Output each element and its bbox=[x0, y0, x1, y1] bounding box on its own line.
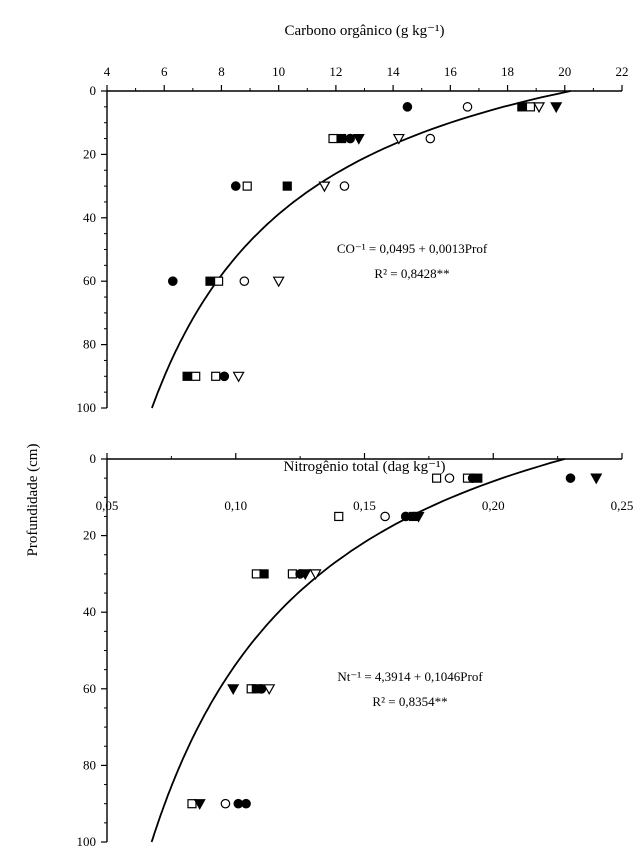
y-tick-label: 0 bbox=[90, 83, 97, 98]
x-tick-label: 14 bbox=[387, 64, 401, 79]
fit-curve bbox=[151, 90, 571, 409]
data-point-circle bbox=[256, 683, 267, 694]
fit-curve bbox=[150, 458, 565, 843]
y-tick-label: 60 bbox=[83, 273, 96, 288]
data-point-circle bbox=[241, 798, 251, 809]
data-point-square bbox=[328, 133, 338, 144]
data-point-square bbox=[517, 102, 527, 112]
data-point-triangle bbox=[299, 569, 312, 581]
data-point-square bbox=[287, 569, 297, 579]
y-tick-label: 40 bbox=[83, 604, 96, 619]
data-point-square bbox=[182, 371, 192, 381]
x-tick-label: 18 bbox=[501, 64, 514, 79]
x-axis-label: Carbono orgânico (g kg⁻¹) bbox=[284, 23, 444, 39]
panel-carbono: Carbono orgânico (g kg⁻¹) 4 6 8 10 12 14 16 18 20… bbox=[77, 23, 629, 415]
data-point-circle bbox=[220, 798, 231, 809]
data-point-square bbox=[205, 276, 215, 286]
data-point-square bbox=[191, 371, 201, 381]
y-tick-label: 100 bbox=[77, 400, 97, 415]
y-tick-label: 80 bbox=[83, 757, 96, 772]
r-squared: R² = 0,8428** bbox=[374, 266, 449, 281]
data-point-circle bbox=[380, 511, 390, 522]
data-point-circle bbox=[345, 133, 355, 144]
data-point-circle bbox=[219, 371, 230, 382]
y-tick-label: 0 bbox=[90, 451, 97, 466]
y-tick-label: 100 bbox=[77, 834, 97, 849]
data-point-triangle bbox=[533, 102, 546, 114]
data-point-circle bbox=[462, 102, 473, 112]
r-squared: R² = 0,8354** bbox=[372, 694, 447, 709]
data-point-square bbox=[211, 371, 221, 381]
regression-equation: CO⁻¹ = 0,0495 + 0,0013Prof bbox=[337, 241, 488, 256]
data-point-square bbox=[525, 102, 536, 112]
x-tick-label: 22 bbox=[616, 64, 629, 79]
x-tick-label: 0,25 bbox=[611, 498, 634, 513]
data-point-triangle bbox=[263, 684, 276, 696]
y-tick-label: 40 bbox=[83, 210, 96, 225]
data-point-circle bbox=[444, 473, 455, 483]
y-axis-label: Profundidade (cm) bbox=[25, 444, 41, 557]
data-point-square bbox=[282, 181, 292, 191]
data-point-square bbox=[251, 569, 261, 579]
data-point-circle bbox=[339, 181, 350, 191]
data-point-circle bbox=[400, 511, 411, 522]
data-point-triangle bbox=[590, 473, 603, 485]
data-point-square bbox=[337, 133, 347, 144]
data-point-triangle bbox=[550, 102, 563, 114]
data-point-triangle bbox=[227, 684, 240, 696]
x-tick-label: 6 bbox=[161, 64, 168, 79]
data-point-circle bbox=[425, 133, 436, 144]
x-axis-label: Nitrogênio total (dag kg⁻¹) bbox=[284, 459, 446, 475]
x-tick-label: 0,05 bbox=[96, 498, 119, 513]
data-point-circle bbox=[230, 181, 241, 191]
x-tick-label: 0,10 bbox=[224, 498, 247, 513]
data-point-triangle bbox=[309, 569, 322, 581]
data-point-square bbox=[259, 569, 269, 579]
data-point-square bbox=[242, 181, 252, 191]
x-tick-label: 20 bbox=[558, 64, 571, 79]
x-tick-label: 0,15 bbox=[353, 498, 376, 513]
x-tick-label: 4 bbox=[104, 64, 111, 79]
data-point-square bbox=[213, 276, 224, 286]
data-point-triangle bbox=[392, 133, 405, 145]
data-point-triangle bbox=[352, 133, 365, 145]
data-point-triangle bbox=[193, 799, 206, 810]
data-point-circle bbox=[168, 276, 178, 286]
data-point-triangle bbox=[412, 511, 425, 523]
y-tick-label: 80 bbox=[83, 337, 96, 352]
data-point-square bbox=[432, 473, 442, 483]
data-point-triangle bbox=[232, 371, 245, 383]
data-point-circle bbox=[402, 102, 413, 112]
data-point-triangle bbox=[272, 276, 285, 288]
x-tick-label: 12 bbox=[329, 64, 342, 79]
data-point-triangle bbox=[318, 181, 331, 193]
data-point-square bbox=[473, 473, 483, 483]
y-tick-label: 60 bbox=[83, 681, 96, 696]
regression-equation: Nt⁻¹ = 4,3914 + 0,1046Prof bbox=[337, 669, 483, 684]
data-point-circle bbox=[239, 276, 250, 286]
data-point-square bbox=[187, 799, 197, 809]
x-tick-label: 0,20 bbox=[482, 498, 505, 513]
x-tick-label: 8 bbox=[218, 64, 225, 79]
x-tick-label: 16 bbox=[444, 64, 458, 79]
data-point-square bbox=[334, 511, 344, 522]
y-tick-label: 20 bbox=[83, 146, 96, 161]
panel-nitrogenio: Nitrogênio total (dag kg⁻¹) 0,05 0,10 0,15 0… bbox=[77, 451, 634, 849]
y-tick-label: 20 bbox=[83, 528, 96, 543]
data-point-circle bbox=[565, 473, 576, 483]
x-tick-label: 10 bbox=[272, 64, 285, 79]
